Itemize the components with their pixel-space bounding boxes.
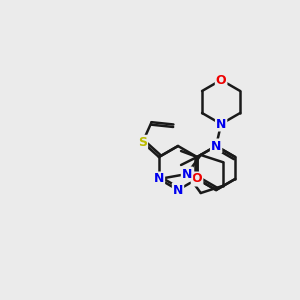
Text: O: O (192, 172, 203, 185)
Text: N: N (182, 167, 192, 181)
Text: S: S (138, 136, 147, 149)
Text: N: N (211, 140, 221, 152)
Text: N: N (173, 184, 183, 196)
Text: N: N (154, 172, 164, 185)
Text: N: N (216, 118, 226, 130)
Text: O: O (216, 74, 226, 86)
